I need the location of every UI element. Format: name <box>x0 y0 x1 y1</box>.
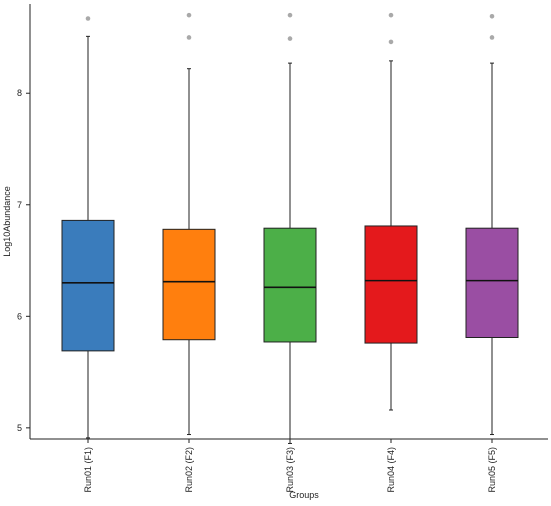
y-tick-label: 5 <box>17 423 22 433</box>
outlier-point <box>287 12 293 18</box>
outlier-point <box>287 36 293 41</box>
axes <box>26 4 548 443</box>
outlier-point <box>489 35 495 40</box>
x-tick-label: Run02 (F2) <box>184 447 194 493</box>
y-axis-title: Log10Abundance <box>2 186 12 257</box>
iqr-box <box>364 225 418 344</box>
outlier-point <box>186 12 192 18</box>
axis-labels: 5 6 7 8 Run01 (F1) Run02 (F2) Run03 (F3) Run04 … <box>2 88 497 500</box>
box-group <box>162 12 216 436</box>
outlier-point <box>489 13 495 19</box>
x-tick-label: Run05 (F5) <box>487 447 497 493</box>
box-group <box>364 12 418 411</box>
outlier-point <box>186 35 192 40</box>
x-tick-label: Run04 (F4) <box>386 447 396 493</box>
iqr-box <box>465 227 519 338</box>
y-tick-label: 6 <box>17 311 22 321</box>
box-group <box>263 12 317 444</box>
outlier-point <box>85 16 91 21</box>
outlier-point <box>388 12 394 18</box>
iqr-box <box>263 227 317 343</box>
y-tick-label: 7 <box>17 200 22 210</box>
box-group <box>465 13 519 436</box>
boxes <box>61 12 519 444</box>
x-tick-label: Run01 (F1) <box>83 447 93 493</box>
iqr-box <box>162 228 216 341</box>
y-tick-label: 8 <box>17 88 22 98</box>
iqr-box <box>61 219 115 352</box>
outlier-point <box>388 39 394 45</box>
x-tick-label: Run03 (F3) <box>285 447 295 493</box>
x-axis-title: Groups <box>289 490 319 500</box>
box-group <box>61 16 115 439</box>
